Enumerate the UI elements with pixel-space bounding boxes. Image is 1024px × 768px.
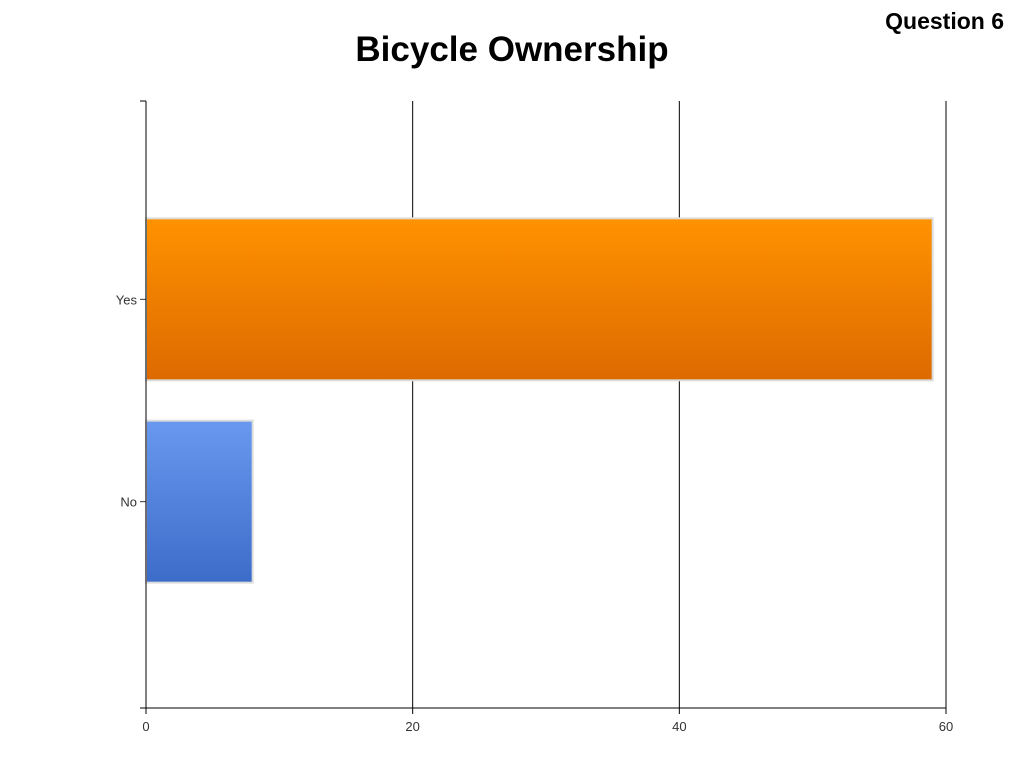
x-tick-label-0: 0: [142, 719, 149, 734]
x-tick-label-60: 60: [939, 719, 953, 734]
bar-yes: [145, 217, 934, 382]
y-tick-label-no: No: [120, 495, 137, 510]
x-tick-label-40: 40: [672, 719, 686, 734]
question-number: Question 6: [885, 8, 1004, 34]
x-tick-label-20: 20: [405, 719, 419, 734]
chart-title: Bicycle Ownership: [355, 30, 669, 69]
y-tick-label-yes: Yes: [116, 292, 138, 307]
bar-no: [145, 419, 254, 584]
